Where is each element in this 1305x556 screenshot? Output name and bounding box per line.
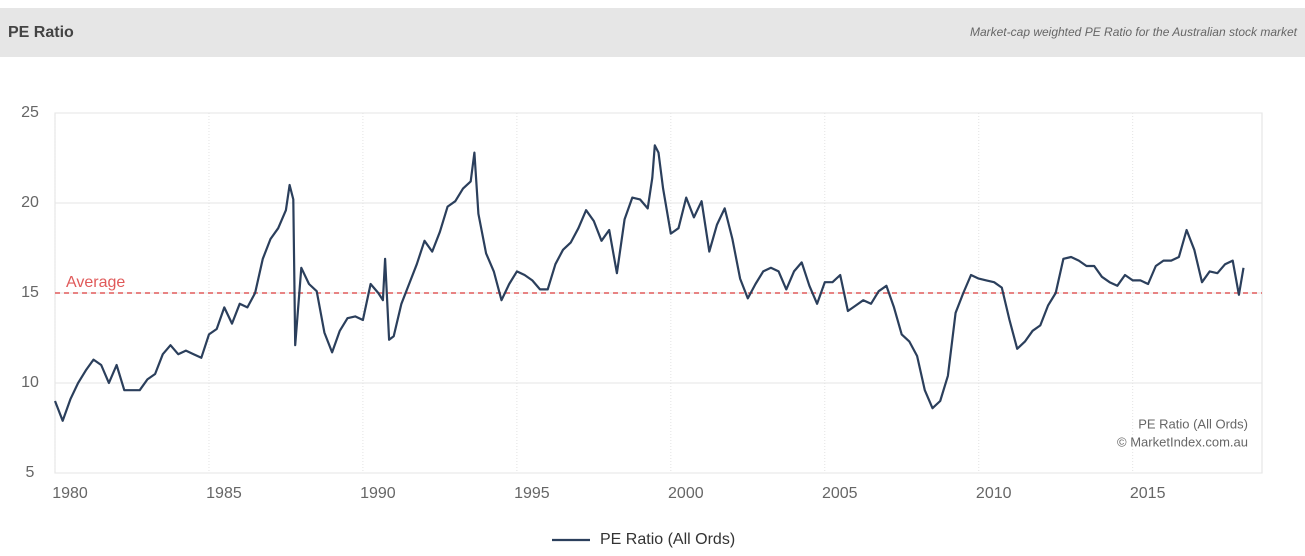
y-tick-label: 10 [21,374,39,391]
average-label: Average [66,274,125,291]
x-tick-label: 1995 [514,485,550,502]
x-tick-label: 1985 [206,485,242,502]
x-tick-label: 2005 [822,485,858,502]
credit: © MarketIndex.com.au [1117,434,1248,449]
y-tick-label: 25 [21,104,39,121]
x-tick-label: 2015 [1130,485,1166,502]
data-line [53,144,1245,422]
x-tick-label: 2010 [976,485,1012,502]
x-tick-label: 1980 [52,485,88,502]
credit: PE Ratio (All Ords) [1138,416,1248,431]
x-tick-label: 1990 [360,485,396,502]
legend-label[interactable]: PE Ratio (All Ords) [600,531,735,548]
chart-title: PE Ratio [8,24,74,41]
y-tick-label: 5 [26,464,35,481]
chart-subtitle: Market-cap weighted PE Ratio for the Aus… [970,25,1298,39]
x-tick-label: 2000 [668,485,704,502]
header-bar [0,8,1305,57]
y-tick-label: 15 [21,284,39,301]
y-tick-label: 20 [21,194,39,211]
